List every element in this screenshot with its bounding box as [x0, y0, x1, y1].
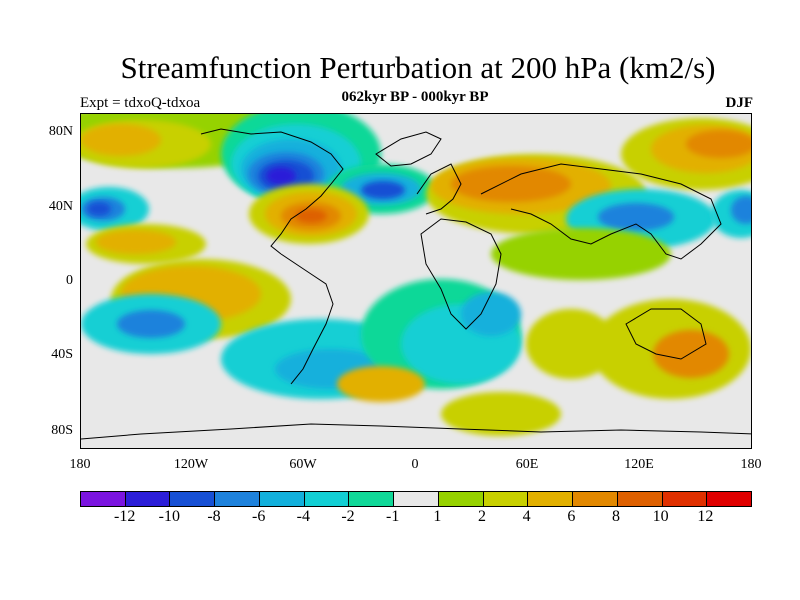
- colorbar-swatch: [125, 492, 171, 506]
- field-contour: [731, 196, 751, 224]
- coastline-path: [625, 308, 707, 360]
- field-contour: [653, 330, 729, 378]
- lon-label: 60E: [515, 457, 539, 472]
- lon-label: 180: [69, 457, 91, 472]
- coastlines: [81, 128, 751, 440]
- field-contour: [81, 124, 161, 156]
- field-contour: [686, 130, 751, 158]
- field-contour: [441, 392, 561, 436]
- colorbar-tick-label: 6: [567, 508, 576, 525]
- field-contour: [598, 203, 674, 231]
- colorbar-swatch: [707, 492, 752, 506]
- experiment-label: Expt = tdxoQ-tdxoa: [80, 95, 201, 111]
- field-contour: [337, 366, 425, 402]
- plot-title: Streamfunction Perturbation at 200 hPa (…: [120, 50, 716, 85]
- colorbar-swatch: [438, 492, 484, 506]
- field-contour: [266, 167, 296, 185]
- colorbar-swatch: [483, 492, 529, 506]
- colorbar-swatch: [573, 492, 618, 506]
- colorbar-swatch: [528, 492, 574, 506]
- colorbar-tick-label: 8: [612, 508, 620, 525]
- lat-label: 0: [66, 273, 73, 288]
- colorbar-swatch: [81, 492, 126, 506]
- colorbar-tick-label: -1: [385, 508, 400, 525]
- colorbar-swatch: [304, 492, 350, 506]
- field-contour: [87, 202, 111, 216]
- field-contour: [295, 209, 327, 223]
- colorbar-tick-label: -6: [251, 508, 266, 525]
- colorbar-swatch: [170, 492, 216, 506]
- streamfunction-field: [81, 114, 751, 436]
- colorbar-tick-label: 4: [522, 508, 531, 525]
- lon-label: 120W: [173, 457, 209, 472]
- field-contour: [526, 309, 616, 379]
- lat-label: 40S: [51, 347, 73, 362]
- lon-label: 180: [740, 457, 762, 472]
- map-panel: [80, 113, 752, 449]
- field-svg: [81, 114, 751, 448]
- colorbar-tick-label: -10: [158, 508, 180, 525]
- colorbar-swatch: [259, 492, 305, 506]
- lon-label: 0: [411, 457, 419, 472]
- colorbar-tick-label: -8: [207, 508, 221, 525]
- colorbar-swatch: [617, 492, 663, 506]
- lat-label: 80N: [48, 124, 73, 139]
- coastline-path: [480, 163, 722, 260]
- coastline-path: [416, 163, 462, 215]
- lat-label: 40N: [48, 199, 73, 214]
- colorbar-swatch: [394, 492, 439, 506]
- field-contour: [117, 310, 185, 338]
- plot-subtitle: 062kyr BP - 000kyr BP: [341, 89, 489, 105]
- colorbar-tick-label: -12: [113, 508, 136, 525]
- colorbar-swatch: [662, 492, 708, 506]
- colorbar-tick-label: 2: [478, 508, 486, 525]
- coastline-path: [200, 128, 344, 255]
- season-label: DJF: [725, 95, 754, 111]
- colorbar: [80, 491, 752, 507]
- field-contour: [461, 292, 521, 336]
- lon-label: 60W: [289, 457, 317, 472]
- colorbar-tick-label: -2: [341, 508, 355, 525]
- coastline-path: [81, 423, 751, 440]
- coastline-path: [280, 253, 334, 385]
- colorbar-tick-label: 12: [697, 508, 714, 525]
- colorbar-tick-label: 1: [433, 508, 442, 525]
- field-contour: [361, 181, 405, 199]
- field-contour: [451, 166, 571, 202]
- coastline-path: [420, 218, 502, 330]
- lat-label: 80S: [51, 423, 73, 438]
- colorbar-tick-label: 10: [652, 508, 669, 525]
- colorbar-swatch: [215, 492, 260, 506]
- field-contour: [491, 228, 671, 280]
- field-contour: [96, 230, 176, 254]
- colorbar-tick-label: -4: [296, 508, 310, 525]
- colorbar-swatch: [349, 492, 395, 506]
- coastline-path: [375, 131, 442, 167]
- lon-label: 120E: [624, 457, 654, 472]
